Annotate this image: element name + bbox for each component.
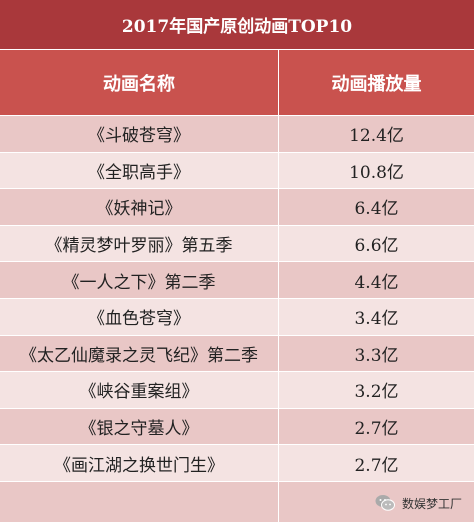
play-count-cell: 3.2亿 bbox=[354, 382, 399, 403]
anime-name-cell: 《画江湖之换世门生》 bbox=[0, 445, 279, 481]
play-count-cell: 4.4亿 bbox=[354, 272, 399, 293]
play-count-cell: 6.6亿 bbox=[354, 236, 399, 257]
anime-name-cell: 《斗破苍穹》 bbox=[0, 116, 279, 152]
play-count-cell: 10.8亿 bbox=[349, 162, 404, 183]
anime-name-cell: 《太乙仙魔录之灵飞纪》第二季 bbox=[0, 335, 279, 372]
table-row: 《一人之下》第二季 4.4亿 bbox=[0, 262, 474, 299]
play-count-cell: 2.7亿 bbox=[354, 419, 399, 440]
table-row: 《银之守墓人》 2.7亿 bbox=[0, 408, 474, 446]
watermark-text: 数娱梦工厂 bbox=[401, 496, 462, 511]
footer-empty-cell bbox=[0, 481, 279, 522]
play-count-cell: 2.7亿 bbox=[354, 455, 399, 476]
table-header: 动画名称 动画播放量 bbox=[0, 50, 474, 116]
table-row: 《太乙仙魔录之灵飞纪》第二季 3.3亿 bbox=[0, 335, 474, 373]
anime-name-cell: 《银之守墓人》 bbox=[0, 408, 279, 445]
table-row: 《画江湖之换世门生》 2.7亿 bbox=[0, 445, 474, 482]
anime-name-cell: 《全职高手》 bbox=[0, 152, 279, 189]
play-count-cell: 6.4亿 bbox=[354, 199, 399, 220]
watermark: 数娱梦工厂 bbox=[374, 492, 462, 514]
table-row: 《血色苍穹》 3.4亿 bbox=[0, 298, 474, 336]
anime-name-cell: 《血色苍穹》 bbox=[0, 298, 279, 335]
table-row: 《精灵梦叶罗丽》第五季 6.6亿 bbox=[0, 225, 474, 263]
table-footer-row bbox=[0, 481, 474, 522]
header-anime-name: 动画名称 bbox=[0, 50, 279, 115]
table-row: 《妖神记》 6.4亿 bbox=[0, 189, 474, 226]
table-row: 《斗破苍穹》 12.4亿 bbox=[0, 116, 474, 153]
wechat-icon bbox=[374, 492, 396, 514]
anime-name-cell: 《妖神记》 bbox=[0, 189, 279, 225]
anime-name-cell: 《精灵梦叶罗丽》第五季 bbox=[0, 225, 279, 262]
anime-name-cell: 《一人之下》第二季 bbox=[0, 262, 279, 298]
table-title: 2017年国产原创动画TOP10 bbox=[0, 0, 474, 50]
play-count-cell: 12.4亿 bbox=[349, 126, 404, 147]
header-play-count: 动画播放量 bbox=[331, 73, 422, 95]
table-row: 《全职高手》 10.8亿 bbox=[0, 152, 474, 190]
play-count-cell: 3.3亿 bbox=[354, 345, 399, 366]
anime-name-cell: 《峡谷重案组》 bbox=[0, 372, 279, 408]
table-row: 《峡谷重案组》 3.2亿 bbox=[0, 372, 474, 409]
play-count-cell: 3.4亿 bbox=[354, 309, 399, 330]
